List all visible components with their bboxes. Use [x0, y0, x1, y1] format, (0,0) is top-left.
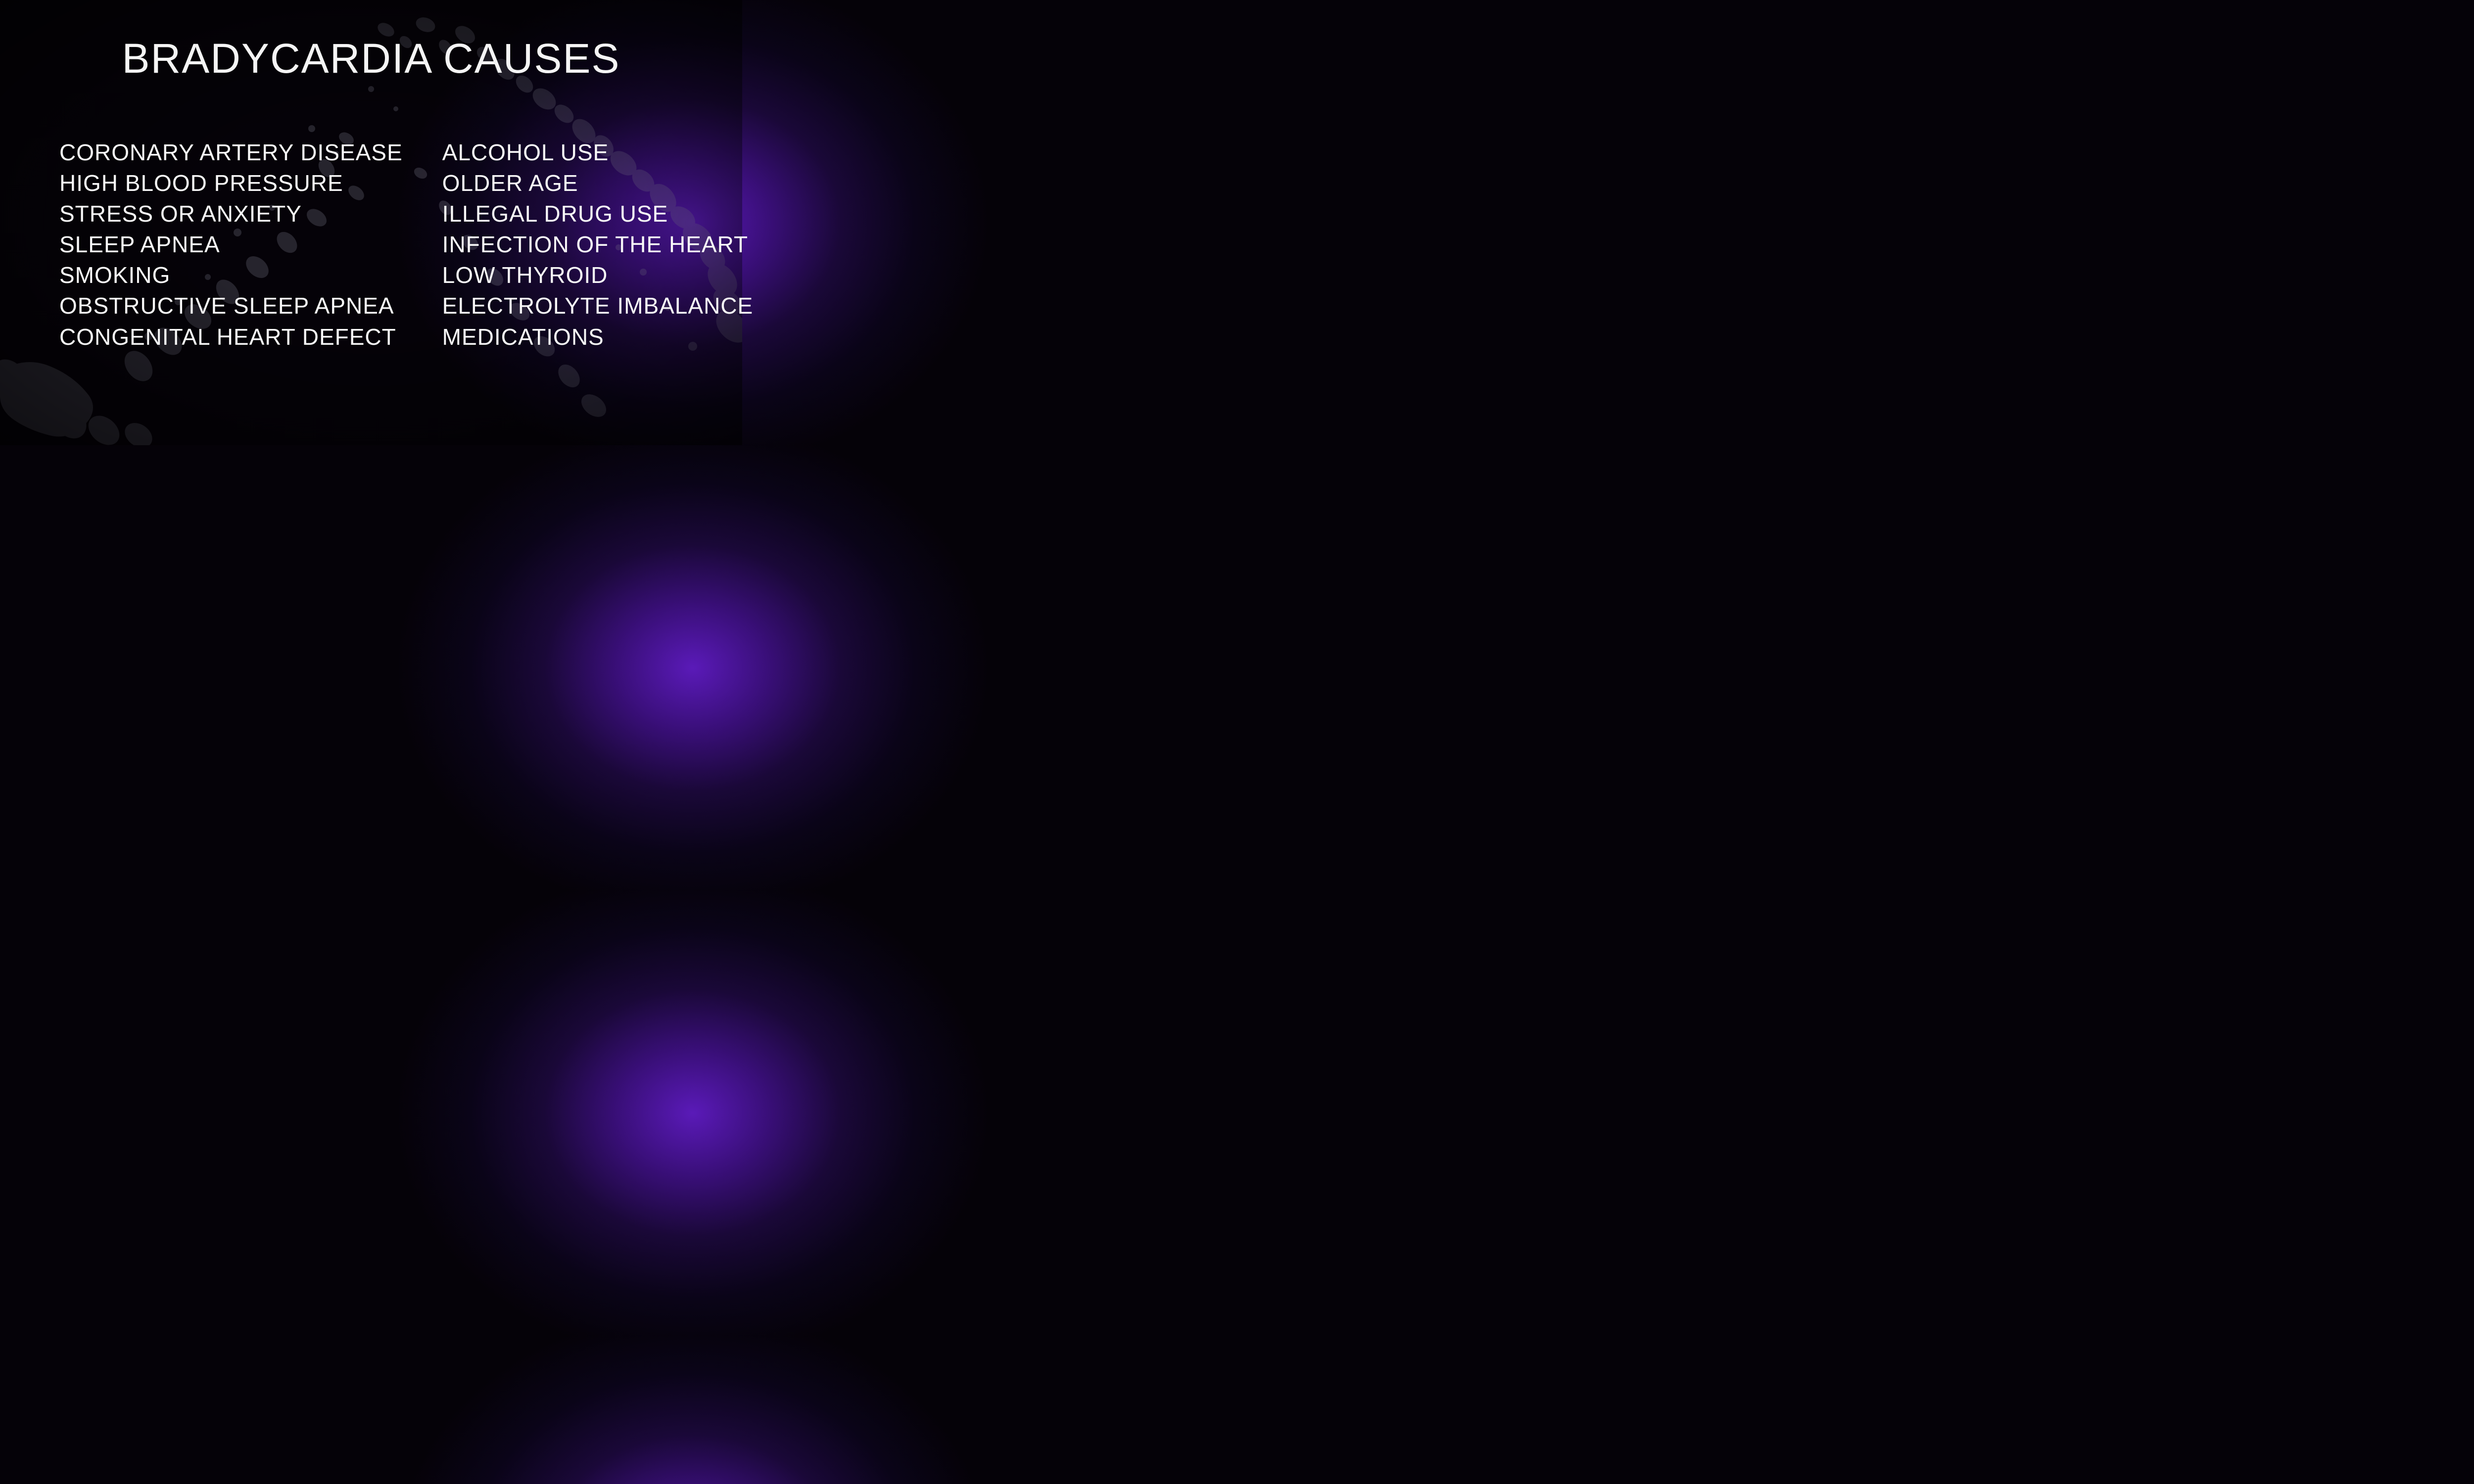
- list-item: OLDER AGE: [442, 168, 754, 198]
- list-item: CORONARY ARTERY DISEASE: [59, 137, 403, 168]
- list-item: ILLEGAL DRUG USE: [442, 198, 754, 229]
- list-item: OBSTRUCTIVE SLEEP APNEA: [59, 290, 403, 321]
- infographic-content: BRADYCARDIA CAUSES CORONARY ARTERY DISEA…: [0, 0, 742, 445]
- right-column: ALCOHOL USE OLDER AGE ILLEGAL DRUG USE I…: [442, 137, 754, 352]
- list-item: SMOKING: [59, 260, 403, 290]
- list-item: SLEEP APNEA: [59, 229, 403, 260]
- list-item: ELECTROLYTE IMBALANCE: [442, 290, 754, 321]
- causes-columns: CORONARY ARTERY DISEASE HIGH BLOOD PRESS…: [59, 137, 683, 352]
- list-item: MEDICATIONS: [442, 322, 754, 352]
- page-title: BRADYCARDIA CAUSES: [59, 35, 683, 83]
- list-item: CONGENITAL HEART DEFECT: [59, 322, 403, 352]
- list-item: STRESS OR ANXIETY: [59, 198, 403, 229]
- list-item: INFECTION OF THE HEART: [442, 229, 754, 260]
- list-item: ALCOHOL USE: [442, 137, 754, 168]
- left-column: CORONARY ARTERY DISEASE HIGH BLOOD PRESS…: [59, 137, 403, 352]
- list-item: LOW THYROID: [442, 260, 754, 290]
- list-item: HIGH BLOOD PRESSURE: [59, 168, 403, 198]
